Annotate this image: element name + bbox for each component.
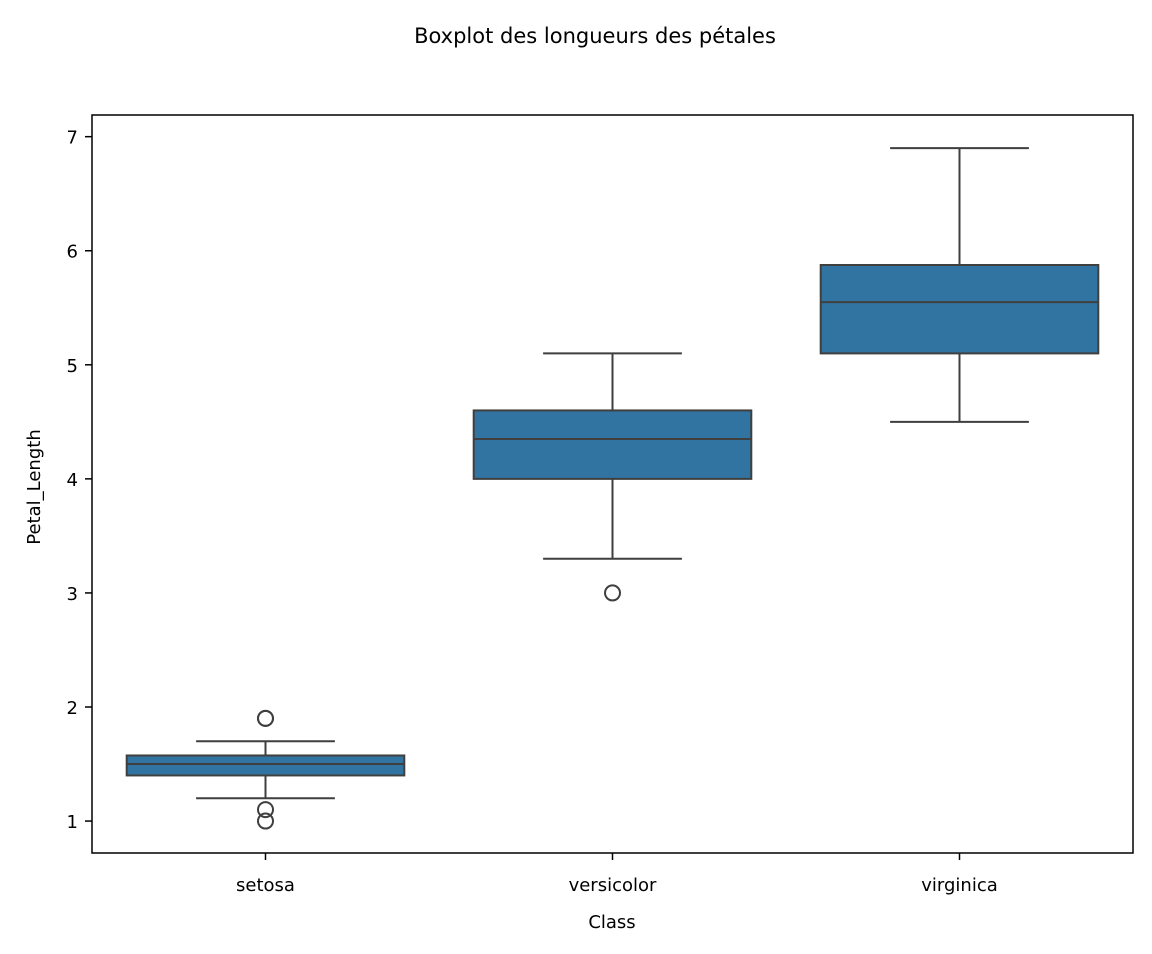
y-tick-label: 7 (67, 128, 78, 149)
outlier-point (257, 801, 274, 819)
y-axis: 1 2 3 4 5 6 7 (67, 128, 92, 833)
y-tick-label: 4 (67, 470, 78, 491)
x-tick-label: setosa (236, 875, 295, 896)
y-axis-label: Petal_Length (24, 429, 45, 544)
y-tick-label: 2 (67, 698, 78, 719)
chart-title: Boxplot des longueurs des pétales (414, 24, 776, 48)
x-axis: setosa versicolor virginica (236, 853, 998, 896)
y-tick-label: 5 (67, 356, 78, 377)
box-group-virginica (819, 147, 1100, 423)
box-group-setosa (125, 709, 406, 830)
y-tick-label: 3 (67, 584, 78, 605)
outlier-point (257, 812, 274, 830)
y-tick-label: 6 (67, 242, 78, 263)
box-iqr (819, 263, 1100, 355)
x-tick-label: virginica (921, 875, 998, 896)
x-axis-label: Class (588, 912, 635, 933)
outlier-point (604, 584, 621, 602)
box-group-versicolor (472, 352, 753, 602)
plot-area (125, 147, 1100, 830)
outlier-point (257, 709, 274, 727)
box-iqr (472, 409, 753, 480)
box-iqr (125, 754, 406, 777)
x-tick-label: versicolor (569, 875, 657, 896)
y-tick-label: 1 (67, 812, 78, 833)
